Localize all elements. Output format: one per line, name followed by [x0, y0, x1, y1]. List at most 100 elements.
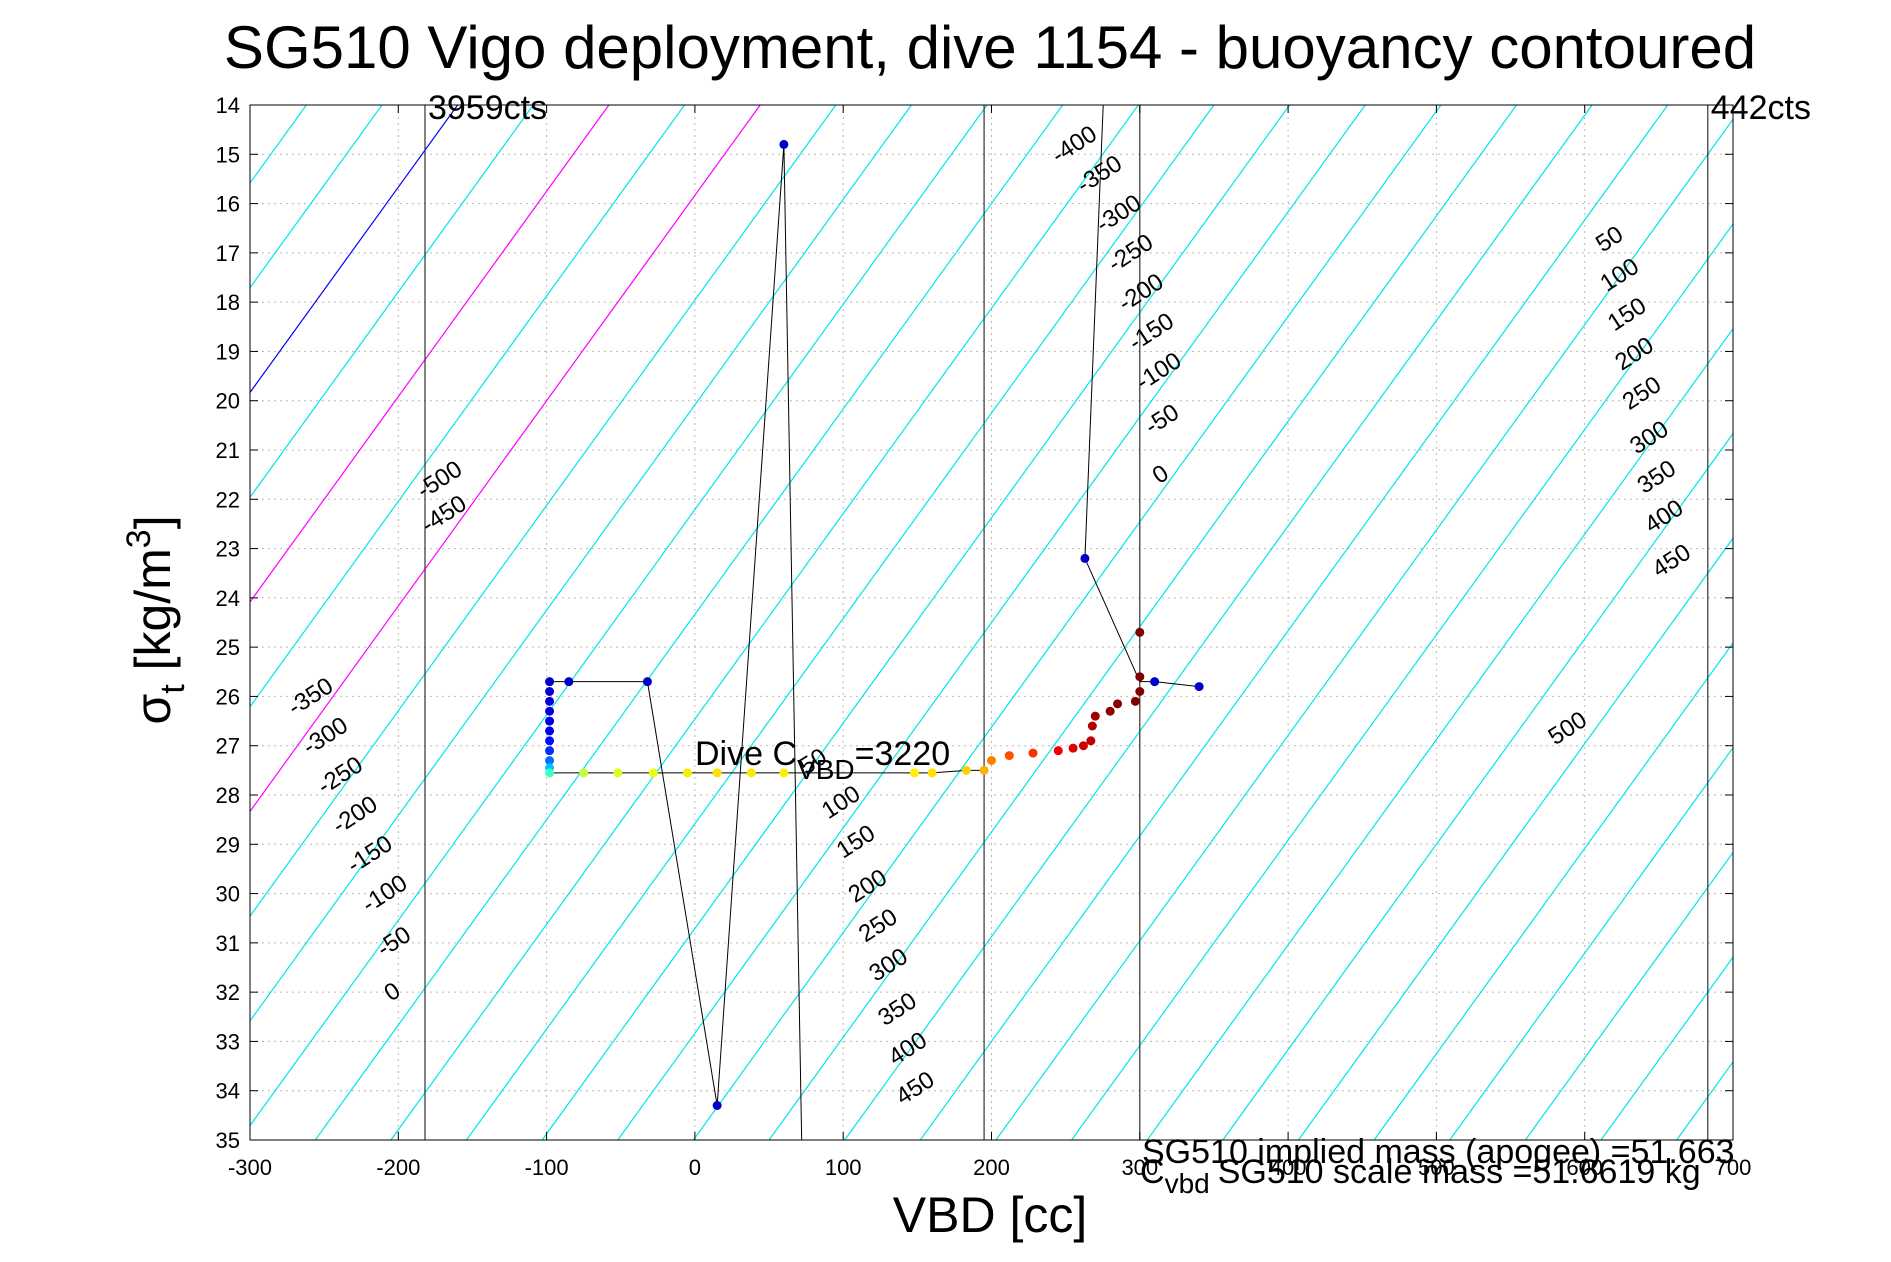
buoyancy-contour-line — [250, 105, 383, 289]
color-data-point — [545, 746, 555, 756]
buoyancy-contour-line — [1600, 956, 1733, 1140]
y-tick-label: 15 — [216, 142, 240, 167]
buoyancy-contour-line — [250, 105, 912, 1022]
color-data-point — [545, 756, 555, 765]
y-tick-label: 16 — [216, 192, 240, 217]
y-tick-label: 19 — [216, 339, 240, 364]
blue-data-point — [642, 677, 652, 687]
buoyancy-contour-line — [314, 105, 1064, 1140]
buoyancy-contour-line — [1373, 642, 1733, 1140]
dive-c-vbd-annotation: Dive CVBD=3220 — [695, 735, 950, 785]
y-tick-label: 29 — [216, 832, 240, 857]
implied-mass-annotation: SG510 implied mass (apogee) =51.663 — [1142, 1133, 1735, 1171]
buoyancy-contour-line — [768, 105, 1517, 1140]
x-tick-label: 200 — [973, 1155, 1010, 1180]
buoyancy-contour-line — [692, 105, 1442, 1140]
axes: -300 -200 -100 0 100 200 300 400 500 600 700 14 15 16… — [216, 93, 1752, 1180]
color-data-point — [545, 706, 555, 716]
buoyancy-contour-line — [995, 118, 1733, 1140]
color-data-point — [1068, 743, 1078, 753]
buoyancy-contour-line — [1524, 851, 1733, 1140]
color-data-point — [545, 768, 555, 778]
color-data-point — [545, 726, 555, 736]
color-data-point — [579, 768, 589, 778]
blue-data-point — [779, 139, 789, 149]
scale-mass-vbd: vbd — [1165, 1168, 1210, 1199]
blue-data-point — [545, 677, 555, 687]
color-data-point — [746, 768, 756, 778]
buoyancy-contour-line — [250, 105, 459, 394]
buoyancy-contour-line — [250, 105, 837, 918]
y-axis-label-symbol: σ — [125, 694, 181, 725]
vertical-reference-lines: 3959cts 442cts — [424, 89, 1811, 1140]
y-tick-label: 28 — [216, 783, 240, 808]
color-data-point — [545, 716, 555, 726]
buoyancy-contour-line — [1449, 746, 1733, 1140]
blue-data-point — [712, 1101, 722, 1110]
buoyancy-contour-line — [250, 105, 761, 813]
color-data-point — [1078, 741, 1088, 751]
color-data-point — [1135, 627, 1145, 637]
y-tick-label: 20 — [216, 389, 240, 414]
x-tick-label: 300 — [1121, 1155, 1158, 1180]
color-data-point — [979, 765, 989, 775]
color-data-point — [1087, 721, 1097, 731]
y-tick-label: 32 — [216, 980, 240, 1005]
contour-lines — [250, 105, 1733, 1140]
buoyancy-contour-line — [250, 105, 610, 603]
y-tick-label: 14 — [216, 93, 240, 118]
scale-mass-annotation: Cvbd SG510 scale mass =51.6619 kg — [1140, 1153, 1701, 1199]
color-data-point — [1135, 687, 1145, 696]
y-tick-label: 33 — [216, 1029, 240, 1054]
blue-data-point — [1150, 677, 1160, 687]
color-data-point — [545, 696, 555, 706]
y-tick-label: 31 — [216, 931, 240, 956]
x-tick-label: 0 — [689, 1155, 701, 1180]
color-data-point — [987, 756, 996, 765]
color-data-point — [545, 736, 555, 746]
color-data-point — [712, 768, 722, 778]
vbd-limit-label: 442cts — [1711, 89, 1811, 127]
buoyancy-contour-line — [1071, 223, 1733, 1140]
y-axis-label-sup: 3 — [120, 529, 158, 548]
y-tick-label: 25 — [216, 635, 240, 660]
buoyancy-contour-line — [250, 105, 534, 499]
color-data-point — [648, 768, 658, 778]
dive-trace-right — [1084, 105, 1200, 688]
color-data-point — [1090, 711, 1100, 721]
color-data-point — [961, 765, 971, 775]
blue-data-point — [564, 677, 574, 687]
scale-mass-text: SG510 scale mass =51.6619 kg — [1218, 1153, 1701, 1191]
buoyancy-contour-line — [1297, 537, 1733, 1140]
blue-data-point — [1080, 553, 1090, 563]
data-points — [545, 139, 1204, 1110]
y-tick-label: 18 — [216, 290, 240, 315]
color-data-point — [1086, 736, 1096, 746]
buoyancy-contour-line — [1146, 327, 1733, 1140]
color-data-point — [682, 768, 692, 778]
x-tick-label: -200 — [376, 1155, 420, 1180]
y-axis-label-unit: [kg/m — [125, 548, 181, 684]
color-data-point — [927, 768, 937, 778]
color-data-point — [1028, 748, 1038, 758]
x-tick-label: 700 — [1715, 1155, 1752, 1180]
color-data-point — [779, 768, 789, 778]
buoyancy-contour-line — [250, 105, 988, 1127]
color-data-point — [1105, 706, 1115, 716]
x-axis-label: VBD [cc] — [893, 1187, 1087, 1243]
x-tick-label: 400 — [1270, 1155, 1307, 1180]
y-tick-label: 26 — [216, 684, 240, 709]
y-tick-label: 27 — [216, 734, 240, 759]
chart-title: SG510 Vigo deployment, dive 1154 - buoya… — [224, 14, 1756, 81]
color-data-point — [1113, 699, 1123, 709]
color-data-point — [1004, 751, 1014, 761]
dive-c-main: Dive C — [695, 735, 797, 773]
color-data-point — [909, 768, 919, 778]
scale-mass-c: C — [1140, 1153, 1165, 1191]
buoyancy-contour-line — [1222, 432, 1733, 1140]
y-tick-label: 30 — [216, 882, 240, 907]
x-tick-label: 100 — [825, 1155, 862, 1180]
y-tick-label: 34 — [216, 1079, 240, 1104]
